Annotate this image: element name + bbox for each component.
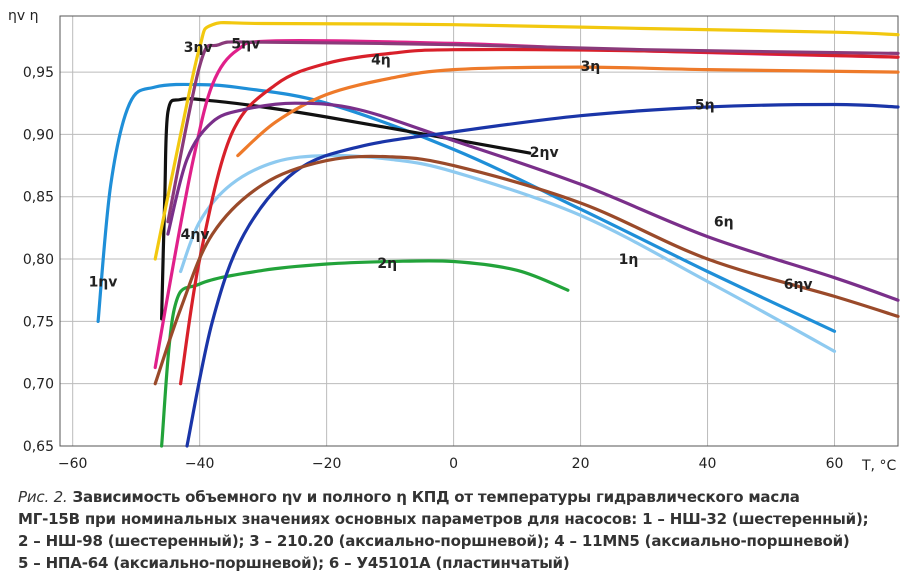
series-line-3 (160, 97, 532, 321)
curve-label: 5ηv (231, 36, 260, 52)
figure-caption: Рис. 2. Зависимость объемного ηv и полно… (18, 486, 904, 574)
efficiency-chart: −60 −40 −20 0 20 40 60 0,65 0,70 0,75 0,80 0,85 0,90… (8, 8, 900, 474)
figure-label: Рис. 2. (18, 488, 68, 506)
y-tick-label: 0,95 (23, 65, 54, 81)
x-tick-label: −40 (185, 456, 215, 472)
curve-label: 1ηv (89, 274, 118, 290)
plot-frame (59, 15, 899, 447)
curve-label: 2ηv (530, 145, 559, 161)
curve-label: 1η (619, 252, 639, 268)
x-tick-label: 20 (572, 456, 590, 472)
curve-label: 6ηv (784, 277, 813, 293)
x-tick-label: −20 (312, 456, 342, 472)
curve-label: 3ηv (184, 40, 213, 56)
series-line-12 (153, 154, 900, 386)
curve-label: 5η (695, 97, 715, 113)
caption-line-2: МГ-15В при номинальных значениях основны… (18, 510, 869, 528)
y-tick-label: 0,70 (23, 377, 54, 393)
x-tick-label: −60 (58, 456, 88, 472)
x-tick-label: 60 (826, 456, 844, 472)
series-line-8 (179, 47, 900, 386)
y-tick-label: 0,90 (23, 127, 54, 143)
tick-labels: −60 −40 −20 0 20 40 60 0,65 0,70 0,75 0,80 0,85 0,90… (23, 65, 844, 472)
series-line-2 (179, 153, 837, 353)
y-tick-label: 0,80 (23, 252, 54, 268)
y-tick-label: 0,65 (23, 439, 54, 455)
curve-label: 4ηv (181, 227, 210, 243)
y-axis-label: ηv η (8, 8, 38, 24)
series-layer (96, 21, 900, 448)
x-axis-label: T, °C (861, 458, 896, 474)
curve-label: 6η (714, 215, 734, 231)
series-line-9 (166, 101, 900, 302)
curve-label: 2η (377, 256, 397, 272)
curve-labels: 1ηv 1η 2ηv 2η 3ηv 3η 4ηv 4η 5ηv 5η 6η 6ηv (89, 36, 813, 293)
series-line-1 (96, 82, 837, 333)
series-line-4 (160, 259, 570, 448)
x-tick-label: 0 (449, 456, 458, 472)
y-tick-label: 0,75 (23, 314, 54, 330)
curve-label: 4η (371, 53, 391, 69)
series-line-11 (166, 40, 900, 224)
y-tick-label: 0,85 (23, 190, 54, 206)
series-line-5 (153, 21, 900, 261)
caption-text-1: Зависимость объемного ηv и полного η КПД… (72, 488, 800, 506)
series-line-6 (236, 65, 900, 158)
caption-line-3: 2 – НШ-98 (шестеренный); 3 – 210.20 (акс… (18, 532, 850, 550)
x-tick-label: 40 (699, 456, 717, 472)
caption-line-1: Рис. 2. Зависимость объемного ηv и полно… (18, 486, 904, 508)
caption-line-4: 5 – НПА-64 (аксиально-поршневой); 6 – У4… (18, 554, 570, 572)
series-line-10 (185, 102, 900, 448)
curve-label: 3η (581, 59, 601, 75)
